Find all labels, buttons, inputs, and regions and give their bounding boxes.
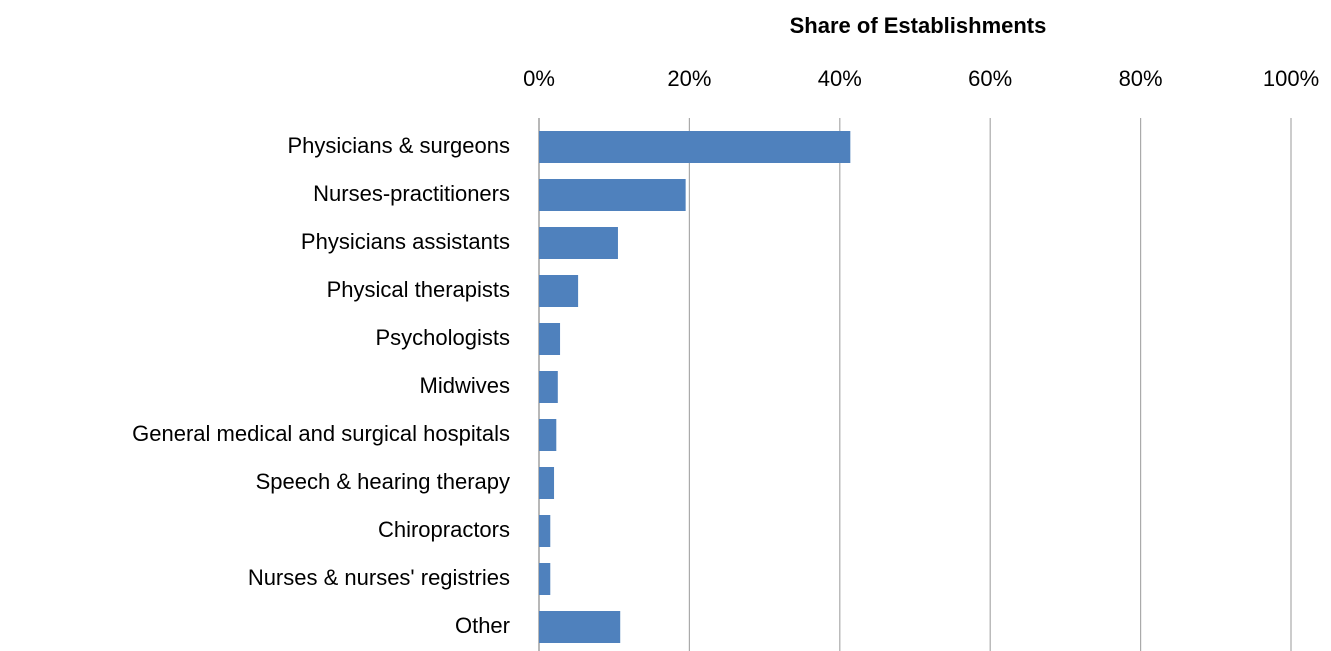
bar bbox=[539, 371, 558, 403]
bar bbox=[539, 419, 557, 451]
x-tick-label: 100% bbox=[1263, 66, 1319, 91]
y-tick-label: Physicians assistants bbox=[301, 229, 510, 254]
y-tick-label: Other bbox=[455, 613, 510, 638]
chart-title: Share of Establishments bbox=[790, 13, 1047, 38]
y-tick-label: General medical and surgical hospitals bbox=[132, 421, 510, 446]
x-tick-label: 0% bbox=[523, 66, 555, 91]
y-tick-label: Psychologists bbox=[375, 325, 510, 350]
y-tick-label: Nurses & nurses' registries bbox=[248, 565, 510, 590]
bar bbox=[539, 179, 686, 211]
bar bbox=[539, 515, 551, 547]
bar bbox=[539, 563, 551, 595]
y-tick-label: Midwives bbox=[420, 373, 510, 398]
bar bbox=[539, 467, 555, 499]
y-tick-label: Speech & hearing therapy bbox=[256, 469, 510, 494]
bar bbox=[539, 131, 851, 163]
x-tick-label: 60% bbox=[968, 66, 1012, 91]
x-tick-label: 40% bbox=[818, 66, 862, 91]
x-tick-label: 80% bbox=[1119, 66, 1163, 91]
y-tick-label: Physicians & surgeons bbox=[287, 133, 510, 158]
bar bbox=[539, 227, 618, 259]
bar bbox=[539, 323, 561, 355]
bar bbox=[539, 275, 579, 307]
y-tick-label: Physical therapists bbox=[327, 277, 510, 302]
y-tick-label: Nurses-practitioners bbox=[313, 181, 510, 206]
x-tick-label: 20% bbox=[667, 66, 711, 91]
y-tick-label: Chiropractors bbox=[378, 517, 510, 542]
bar bbox=[539, 611, 621, 643]
